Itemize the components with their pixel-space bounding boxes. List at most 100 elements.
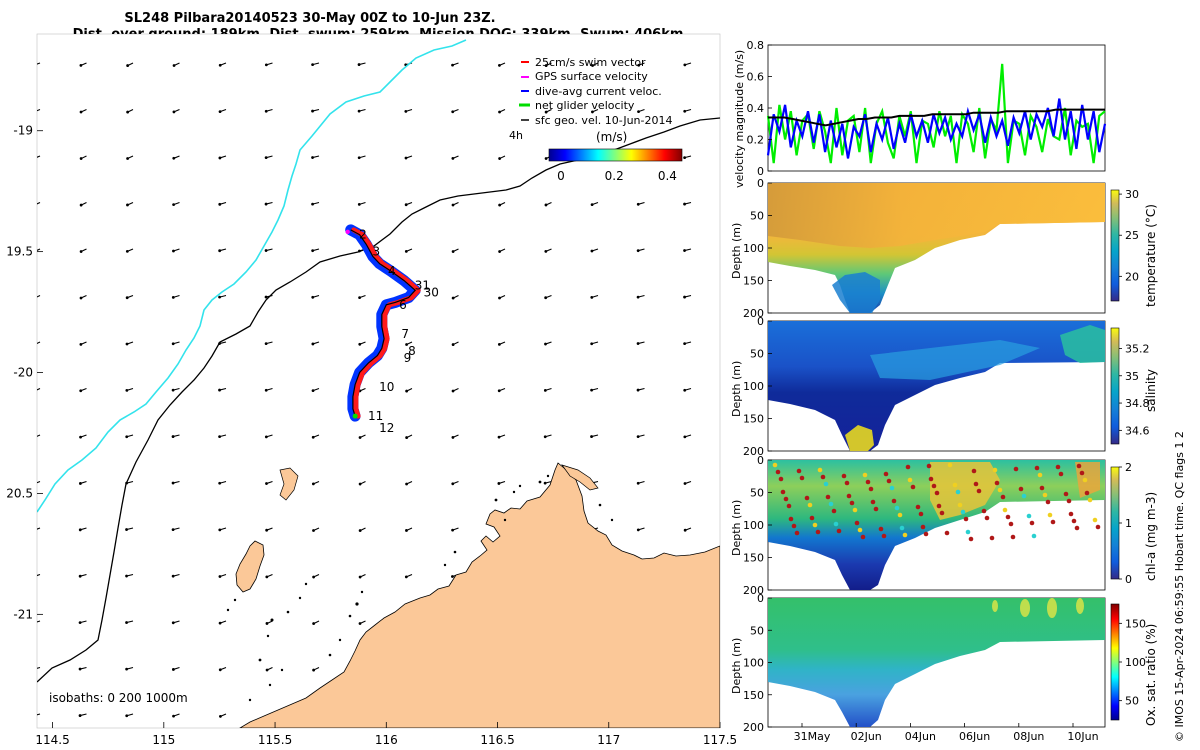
temperature-upper <box>768 183 1105 248</box>
chla-spike-dot <box>1058 471 1064 477</box>
chla-spike-dot <box>849 500 855 506</box>
sfc-vector-head <box>683 63 687 67</box>
depth-tick-label: 150 <box>743 275 764 288</box>
sfc-vector-head <box>404 249 408 253</box>
chla-spike-dot <box>1095 524 1101 530</box>
gps-marker <box>345 229 350 235</box>
sfc-vector-head <box>311 156 314 159</box>
chla-spike-dot <box>831 508 837 514</box>
chla-spike-dot <box>976 488 982 494</box>
temperature-cold-core <box>832 272 880 313</box>
sfc-vector-head <box>683 109 687 113</box>
sfc-vector-head <box>218 295 221 299</box>
sfc-vector-head <box>637 63 641 67</box>
chla-spike-dot <box>971 468 977 474</box>
colorbar-tick-label: 35.2 <box>1125 342 1150 355</box>
sfc-vector-head <box>32 621 35 624</box>
sfc-vector-head <box>264 388 268 392</box>
chla-spike-dot <box>1026 513 1032 519</box>
legend-tag: 4h <box>509 129 523 142</box>
sfc-vector-head <box>404 575 408 579</box>
colorbar-tick-label: 2 <box>1125 461 1132 474</box>
map-x-tick-label: 117 <box>597 733 620 747</box>
sfc-vector-head <box>265 668 269 672</box>
sfc-vector-head <box>404 156 408 160</box>
map-colorbar <box>548 148 683 162</box>
sfc-vector-head <box>683 388 687 392</box>
chla-field <box>768 460 1105 590</box>
sfc-vector-head <box>544 110 548 114</box>
chla-spike-dot <box>783 496 789 502</box>
depth-tick-label: 50 <box>750 487 764 500</box>
sfc-vector-head <box>218 156 222 160</box>
map-colorbar-tick: 0.2 <box>605 169 624 183</box>
day-label: 31 <box>415 278 430 292</box>
sfc-vector-head <box>79 342 83 346</box>
sfc-vector-head <box>33 343 36 346</box>
sfc-vector-head <box>171 435 175 438</box>
chla-spike-dot <box>902 532 908 538</box>
sfc-vector-head <box>264 202 268 206</box>
depth-tick-label: 200 <box>743 584 764 597</box>
sfc-vector-head <box>404 109 408 113</box>
map-y-tick-label: -20 <box>13 366 33 380</box>
sfc-vector-head <box>172 64 176 67</box>
map-frame <box>36 33 721 729</box>
chla-spike-dot <box>1055 464 1061 470</box>
sfc-vector-head <box>543 435 547 439</box>
map-x-tick-label: 115 <box>152 733 175 747</box>
time-tick-label: 06Jun <box>959 730 990 743</box>
sfc-vector-head <box>79 389 83 393</box>
sfc-vector-head <box>78 714 82 717</box>
time-axis-ticks: 31May 02Jun 04Jun 06Jun 08Jun 10Jun <box>794 723 1099 743</box>
chla-spike-dot <box>854 520 860 526</box>
sfc-vector-head <box>126 110 130 114</box>
chla-spike-dot <box>1029 520 1035 526</box>
sfc-vector-head <box>404 203 408 207</box>
chla-spike-dot <box>836 528 842 534</box>
map-y-tick-label: -19 <box>13 124 33 138</box>
chla-spike-dot <box>852 507 858 513</box>
sfc-vector-head <box>265 622 269 625</box>
chla-spike-dot <box>846 493 852 499</box>
sfc-vector-head <box>311 249 315 253</box>
salinity-colorbar <box>1110 327 1120 445</box>
sfc-vector-head <box>497 342 501 346</box>
chla-spike-dot <box>1063 491 1069 497</box>
sfc-vector-head <box>498 64 501 67</box>
day-label: 3 <box>372 245 380 259</box>
chla-colorbar-ticks: 2 1 0 <box>1119 461 1132 586</box>
temperature-colorbar-ticks: 30 25 20 <box>1119 188 1139 283</box>
map-x-ticks: 114.5 115 115.5 116 116.5 117 117.5 <box>35 722 737 747</box>
sfc-vector-head <box>125 435 129 439</box>
chla-spike-dot <box>873 506 879 512</box>
sfc-vector-head <box>171 342 175 346</box>
chla-spike-dot <box>931 483 937 489</box>
chla-spike-dot <box>1013 466 1019 472</box>
mainland-coast <box>239 462 720 728</box>
sfc-vector-head <box>218 202 222 206</box>
colorbar-tick-label: 34.6 <box>1125 424 1150 437</box>
sfc-vector-head <box>498 250 502 253</box>
figure-title-line1: SL248 Pilbara20140523 30-May 00Z to 10-J… <box>124 11 495 26</box>
map-x-tick-label: 115.5 <box>258 733 292 747</box>
chla-spike-dot <box>860 534 866 540</box>
chla-spike-dot <box>868 486 874 492</box>
temperature-colorbar-label: temperature (°C) <box>1144 204 1158 307</box>
sfc-vector-head <box>591 110 594 114</box>
sfc-vector-head <box>218 621 222 625</box>
sfc-vector-head <box>683 528 687 532</box>
chla-spike-dot <box>794 530 800 536</box>
chla-spike-dot <box>788 516 794 522</box>
sfc-vector-head <box>683 482 687 485</box>
oxygen-highs <box>992 598 1084 618</box>
chla-spike-dot <box>928 476 934 482</box>
depth-tick-label: 0 <box>757 315 764 328</box>
sfc-vector-head <box>33 64 36 67</box>
chla-spike-dot <box>775 469 781 475</box>
sfc-vector-head <box>126 64 130 67</box>
sfc-vector-head <box>683 202 686 206</box>
salinity-y-ticks: 0 50 100 150 200 <box>743 315 772 458</box>
chla-spike-dot <box>1082 477 1088 483</box>
depth-tick-label: 50 <box>750 210 764 223</box>
